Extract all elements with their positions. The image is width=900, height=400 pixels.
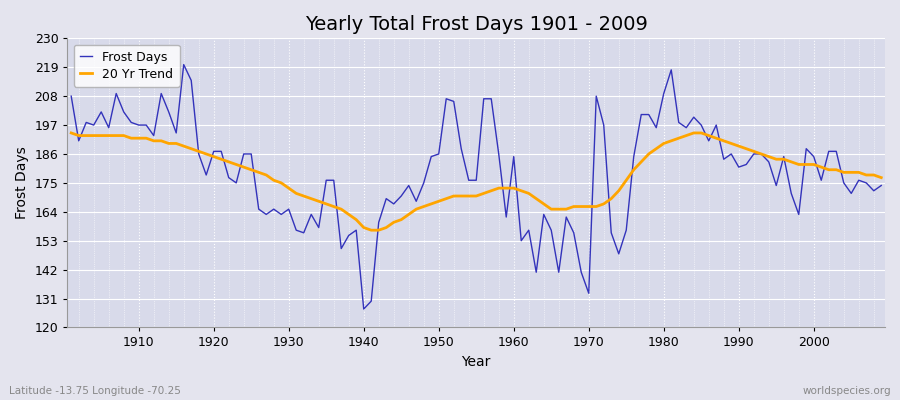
- Frost Days: [876, 183, 886, 188]
- Y-axis label: Frost Days: Frost Days: [15, 146, 29, 219]
- Frost Days: [178, 62, 189, 67]
- 20 Yr Trend: [606, 196, 616, 201]
- Frost Days: [523, 228, 534, 232]
- 20 Yr Trend: [876, 175, 886, 180]
- 20 Yr Trend: [291, 191, 302, 196]
- Frost Days: [516, 238, 526, 243]
- 20 Yr Trend: [336, 207, 346, 212]
- Text: Latitude -13.75 Longitude -70.25: Latitude -13.75 Longitude -70.25: [9, 386, 181, 396]
- 20 Yr Trend: [516, 188, 526, 193]
- Frost Days: [126, 120, 137, 125]
- X-axis label: Year: Year: [462, 355, 490, 369]
- Frost Days: [298, 230, 309, 235]
- Frost Days: [66, 94, 77, 98]
- Legend: Frost Days, 20 Yr Trend: Frost Days, 20 Yr Trend: [74, 44, 180, 87]
- Title: Yearly Total Frost Days 1901 - 2009: Yearly Total Frost Days 1901 - 2009: [305, 15, 648, 34]
- Frost Days: [358, 307, 369, 312]
- Frost Days: [613, 252, 624, 256]
- 20 Yr Trend: [126, 136, 137, 140]
- Frost Days: [343, 233, 354, 238]
- Line: 20 Yr Trend: 20 Yr Trend: [71, 133, 881, 230]
- 20 Yr Trend: [66, 130, 77, 135]
- Line: Frost Days: Frost Days: [71, 65, 881, 309]
- 20 Yr Trend: [365, 228, 376, 232]
- 20 Yr Trend: [508, 186, 519, 190]
- Text: worldspecies.org: worldspecies.org: [803, 386, 891, 396]
